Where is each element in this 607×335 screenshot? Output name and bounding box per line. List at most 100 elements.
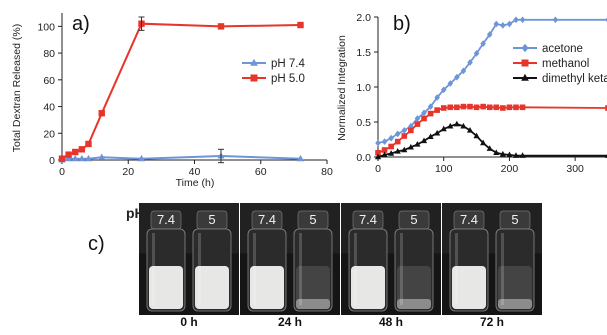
- data-point: [99, 110, 105, 116]
- photo-time-label: 0 h: [180, 315, 197, 329]
- data-point: [520, 16, 526, 23]
- y-tick-label: 2.0: [356, 12, 371, 24]
- data-point: [461, 104, 467, 110]
- vial: 5: [294, 211, 332, 311]
- chart-a-ylabel: Total Dextran Released (%): [11, 24, 23, 152]
- data-point: [388, 144, 394, 150]
- x-tick-label: 60: [255, 166, 267, 178]
- chart-a-xlabel: Time (h): [176, 177, 215, 189]
- data-point: [507, 105, 513, 111]
- data-point: [428, 111, 434, 117]
- y-tick-label: 100: [37, 21, 55, 33]
- data-point: [85, 141, 91, 147]
- data-point: [297, 22, 303, 28]
- data-point: [500, 105, 506, 111]
- photo-72-h: 7.4 5 72 h: [442, 203, 542, 329]
- legend-label: dimethyl ketal: [542, 73, 607, 85]
- y-tick-label: 80: [43, 48, 55, 60]
- vial-ph-label: 5: [410, 212, 417, 227]
- data-point: [79, 146, 85, 152]
- vial-ph-label: 7.4: [258, 212, 276, 227]
- vial-ph-label: 5: [511, 212, 518, 227]
- data-point: [507, 21, 513, 28]
- glass-reflection: [455, 233, 458, 305]
- photo-time-label: 24 h: [278, 315, 302, 329]
- vial: 7.4: [147, 211, 185, 311]
- legend-label: pH 5.0: [271, 73, 305, 85]
- y-tick-label: 40: [43, 102, 55, 114]
- data-point: [388, 135, 394, 142]
- data-point: [421, 116, 427, 122]
- data-point: [375, 140, 381, 147]
- x-tick-label: 300: [566, 163, 584, 175]
- glass-reflection: [299, 233, 302, 305]
- photo-time-label: 48 h: [379, 315, 403, 329]
- y-tick-label: 20: [43, 128, 55, 140]
- data-point: [65, 151, 71, 157]
- series-line-pH-50: [62, 24, 301, 159]
- data-point: [408, 128, 414, 134]
- data-point: [454, 105, 460, 111]
- data-point: [520, 105, 526, 111]
- data-point: [500, 22, 506, 29]
- data-point: [513, 105, 519, 111]
- data-point: [434, 107, 440, 113]
- panel-c-label: c): [88, 233, 105, 255]
- data-point: [59, 155, 65, 161]
- x-tick-label: 80: [321, 166, 333, 178]
- data-point: [401, 127, 407, 134]
- photo-time-label: 72 h: [480, 315, 504, 329]
- vial: 5: [193, 211, 231, 311]
- data-point: [493, 105, 499, 111]
- vial-ph-label: 5: [309, 212, 316, 227]
- data-point: [553, 16, 559, 23]
- vial-ph-label: 7.4: [157, 212, 175, 227]
- legend-label: methanol: [542, 58, 589, 70]
- vial-ph-label: 7.4: [359, 212, 377, 227]
- x-tick-label: 100: [435, 163, 453, 175]
- photo-24-h: 7.4 5 24 h: [240, 203, 340, 329]
- y-tick-label: 1.0: [356, 82, 371, 94]
- vial-ph-label: 7.4: [460, 212, 478, 227]
- vial: 5: [395, 211, 433, 311]
- data-point: [487, 105, 493, 111]
- chart-b-ylabel: Normalized Integration: [336, 35, 348, 141]
- y-tick-label: 0: [49, 155, 55, 167]
- chart-a: a) Total Dextran Released (%) Time (h) 0…: [11, 13, 333, 189]
- y-tick-label: 0.0: [356, 152, 371, 164]
- photo-48-h: 7.4 5 48 h: [341, 203, 441, 329]
- vial: 7.4: [450, 211, 488, 311]
- x-tick-label: 40: [189, 166, 201, 178]
- data-point: [513, 16, 519, 23]
- y-tick-label: 1.5: [356, 47, 371, 59]
- x-tick-label: 20: [122, 166, 134, 178]
- data-point: [447, 105, 453, 111]
- data-point: [395, 139, 401, 145]
- legend-marker: [522, 60, 529, 67]
- legend-label: acetone: [542, 43, 583, 55]
- data-point: [480, 104, 486, 110]
- glass-reflection: [253, 233, 256, 305]
- glass-reflection: [354, 233, 357, 305]
- photo-panel-c: c) pH 7.4 50 h7.4 524 h7.4 548 h7.4 572 h: [88, 203, 542, 329]
- glass-reflection: [501, 233, 504, 305]
- data-point: [382, 138, 388, 145]
- data-point: [441, 105, 447, 111]
- panel-a-label: a): [72, 13, 90, 35]
- vial: 7.4: [248, 211, 286, 311]
- x-tick-label: 0: [375, 163, 381, 175]
- data-point: [415, 121, 421, 127]
- vial-ph-label: 5: [208, 212, 215, 227]
- data-point: [474, 105, 480, 111]
- glass-reflection: [198, 233, 201, 305]
- legend-label: pH 7.4: [271, 58, 305, 70]
- data-point: [218, 23, 224, 29]
- x-tick-label: 0: [59, 166, 65, 178]
- photo-0-h: 7.4 5 0 h: [139, 203, 239, 329]
- y-tick-label: 0.5: [356, 117, 371, 129]
- glass-reflection: [400, 233, 403, 305]
- data-point: [401, 133, 407, 139]
- legend-marker: [251, 75, 258, 82]
- glass-reflection: [152, 233, 155, 305]
